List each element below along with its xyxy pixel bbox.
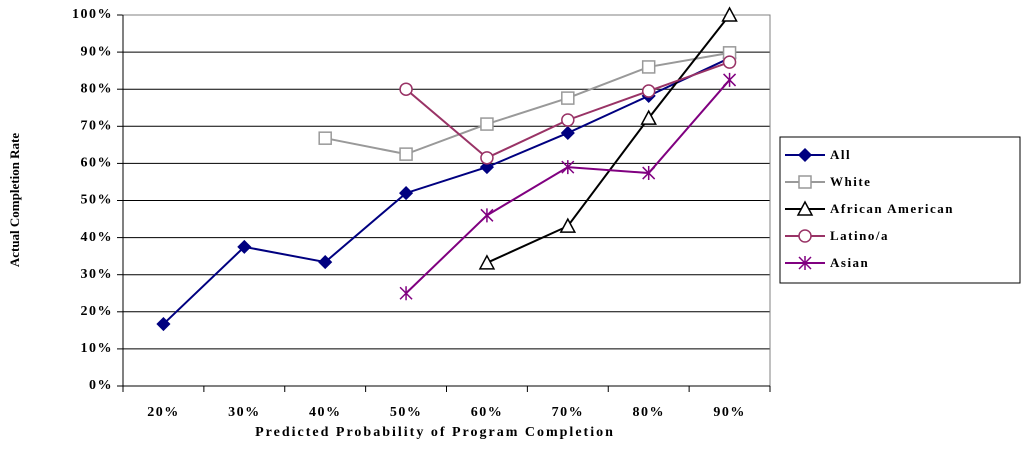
legend-label: Latino/a [830, 228, 889, 243]
point [723, 72, 737, 87]
point [722, 55, 737, 69]
point [237, 239, 252, 254]
point [318, 255, 333, 270]
point [641, 60, 656, 74]
y-tick-label: 50% [81, 193, 114, 208]
legend-label: White [830, 174, 871, 189]
y-tick-label: 100% [72, 7, 113, 22]
x-tick-label: 40% [309, 405, 342, 420]
legend: All White African American Latino/a Asian [785, 147, 954, 270]
x-tick-label: 50% [390, 405, 423, 420]
point [561, 160, 575, 175]
y-tick-label: 90% [81, 44, 114, 59]
series-line [162, 57, 730, 325]
legend-marker [798, 229, 812, 243]
x-tick-label: 60% [471, 405, 504, 420]
series-line [324, 51, 730, 156]
y-tick-label: 70% [81, 119, 114, 134]
point [399, 286, 413, 301]
y-tick-label: 0% [89, 378, 113, 393]
point [479, 160, 494, 175]
point [480, 151, 494, 165]
legend-marker [796, 200, 814, 216]
x-tick-label: 30% [228, 405, 261, 420]
point [561, 113, 575, 127]
point [721, 6, 738, 22]
y-tick-label: 60% [81, 156, 114, 171]
y-axis-title: Actual Completion Rate [7, 133, 22, 268]
point [561, 91, 575, 105]
point [480, 117, 494, 131]
x-tick-label: 80% [632, 405, 665, 420]
point [399, 82, 413, 96]
point [559, 217, 577, 233]
y-tick-label: 30% [81, 267, 114, 282]
y-tick-label: 10% [81, 341, 114, 356]
legend-label: All [830, 147, 851, 162]
legend-marker [798, 256, 812, 270]
x-tick-label: 70% [552, 405, 585, 420]
point [156, 316, 171, 332]
point [318, 131, 332, 145]
y-tick-label: 20% [81, 304, 114, 319]
series-line [486, 14, 731, 264]
point [560, 125, 575, 141]
point [640, 109, 657, 125]
legend-marker [798, 175, 812, 189]
x-tick-label: 90% [713, 405, 746, 420]
point [478, 254, 496, 270]
legend-label: Asian [830, 255, 869, 270]
x-axis-title: Predicted Probability of Program Complet… [255, 425, 615, 440]
x-tick-label: 20% [147, 405, 180, 420]
y-tick-label: 80% [81, 81, 114, 96]
series-line [405, 79, 731, 294]
point [480, 208, 494, 223]
point [399, 186, 414, 201]
y-tick-label: 40% [81, 230, 114, 245]
legend-marker [797, 147, 813, 163]
legend-label: African American [830, 201, 954, 216]
point [399, 147, 413, 161]
point [642, 166, 656, 181]
point [641, 84, 656, 98]
